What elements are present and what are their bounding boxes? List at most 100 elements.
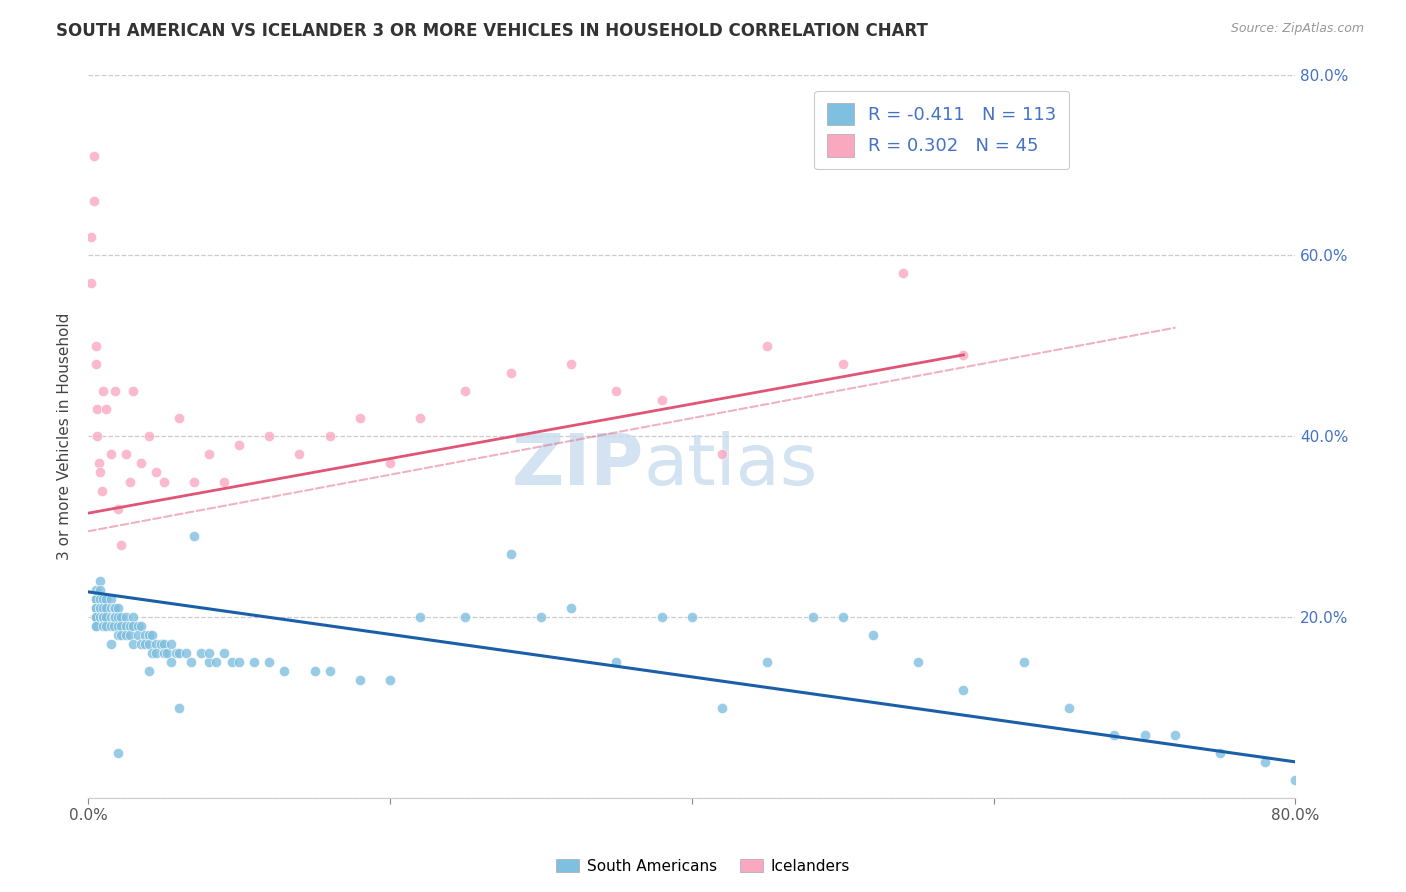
Point [100,637,122,651]
Point [110,610,132,624]
Point [120,475,142,489]
Point [129,457,152,471]
Point [129,619,152,633]
Point [84,601,107,615]
Point [122,619,145,633]
Point [103,601,125,615]
Point [84,610,107,624]
Point [80,230,103,244]
Text: SOUTH AMERICAN VS ICELANDER 3 OR MORE VEHICLES IN HOUSEHOLD CORRELATION CHART: SOUTH AMERICAN VS ICELANDER 3 OR MORE VE… [56,22,928,40]
Point [198,447,221,461]
Point [907,656,929,670]
Point [96,610,118,624]
Point [530,610,553,624]
Point [89,582,111,597]
Point [499,547,522,561]
Point [891,267,914,281]
Point [651,393,673,408]
Point [96,592,118,607]
Point [141,646,163,660]
Point [122,384,145,398]
Point [86,429,108,443]
Point [952,348,974,362]
Point [107,501,129,516]
Point [560,601,582,615]
Point [952,682,974,697]
Point [499,366,522,380]
Point [160,637,183,651]
Legend: South Americans, Icelanders: South Americans, Icelanders [550,853,856,880]
Point [115,619,138,633]
Point [91,619,114,633]
Point [96,619,118,633]
Point [349,673,371,688]
Point [711,700,734,714]
Point [1104,728,1126,742]
Point [84,610,107,624]
Point [651,610,673,624]
Point [1012,656,1035,670]
Point [122,637,145,651]
Point [409,411,432,425]
Point [288,447,311,461]
Point [156,646,179,660]
Point [138,637,160,651]
Point [129,637,152,651]
Point [160,656,183,670]
Point [89,574,111,588]
Point [1284,772,1306,787]
Point [89,601,111,615]
Text: atlas: atlas [644,431,818,500]
Point [89,592,111,607]
Text: Source: ZipAtlas.com: Source: ZipAtlas.com [1230,22,1364,36]
Point [304,665,326,679]
Point [89,601,111,615]
Point [104,601,127,615]
Point [84,592,107,607]
Point [174,646,197,660]
Point [110,538,132,552]
Point [107,610,129,624]
Point [149,637,172,651]
Point [100,592,122,607]
Point [134,628,156,642]
Point [756,339,779,353]
Point [152,637,174,651]
Point [103,610,125,624]
Point [100,619,122,633]
Point [152,475,174,489]
Point [605,656,627,670]
Point [115,610,138,624]
Point [138,665,160,679]
Point [378,457,401,471]
Point [167,700,190,714]
Point [90,483,112,498]
Point [409,610,432,624]
Point [862,628,884,642]
Point [91,384,114,398]
Point [243,656,266,670]
Point [100,601,122,615]
Point [183,529,205,543]
Point [454,610,477,624]
Point [1209,746,1232,760]
Point [198,656,221,670]
Point [138,429,160,443]
Point [378,673,401,688]
Point [257,429,280,443]
Point [83,149,105,163]
Point [257,656,280,670]
Point [91,592,114,607]
Point [115,628,138,642]
Point [180,656,202,670]
Point [141,628,163,642]
Point [127,628,149,642]
Point [83,194,105,208]
Point [167,411,190,425]
Point [115,447,138,461]
Point [84,619,107,633]
Point [107,619,129,633]
Point [228,438,250,452]
Point [152,646,174,660]
Point [80,276,103,290]
